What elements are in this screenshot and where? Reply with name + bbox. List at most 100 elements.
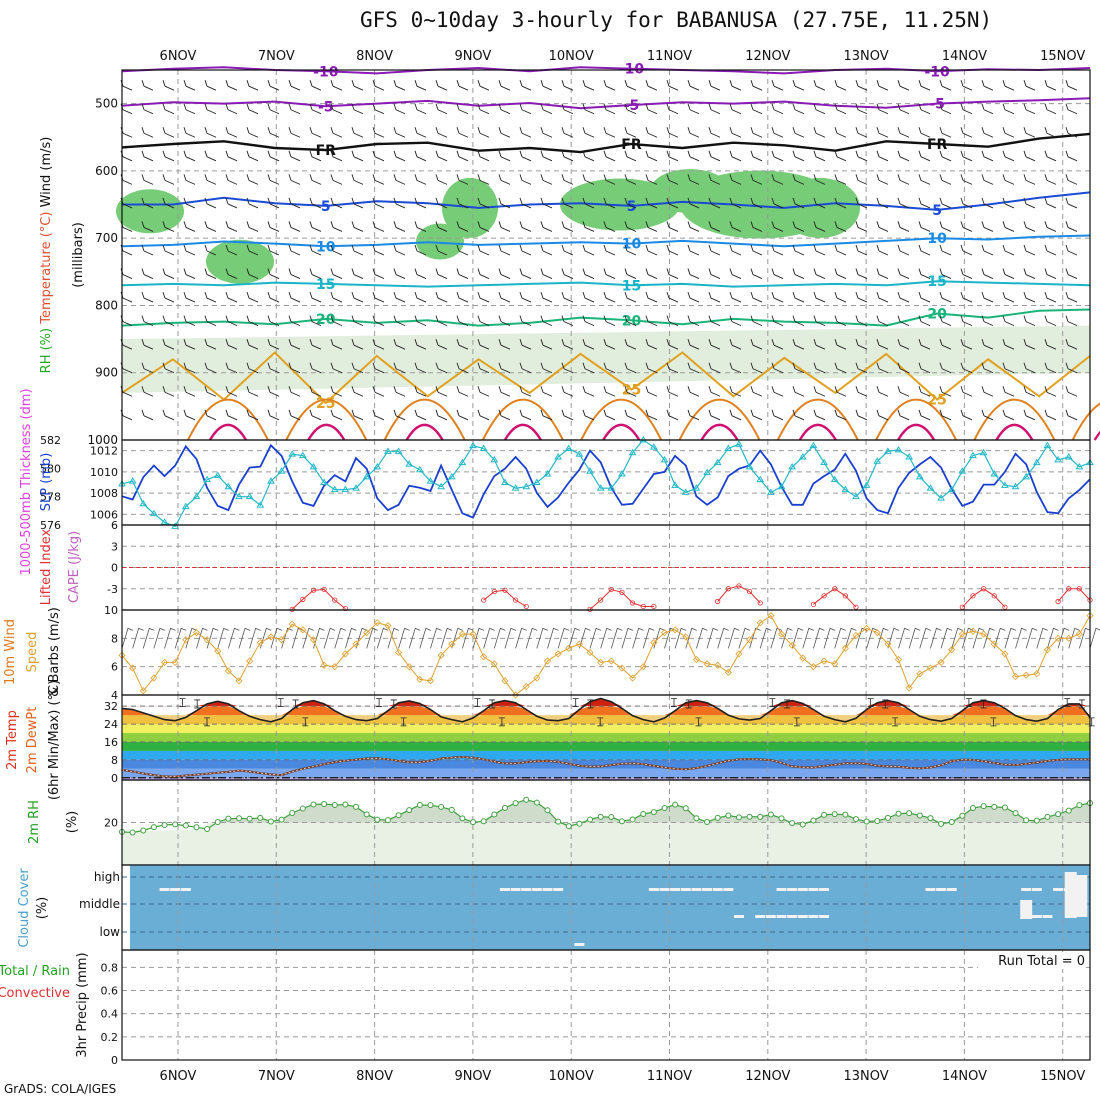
wind-barb	[918, 291, 931, 303]
wind-barb	[498, 221, 511, 232]
wind-barb	[855, 127, 868, 138]
wind-barb	[351, 339, 364, 350]
rh-point	[459, 815, 466, 822]
wind-barb	[1044, 103, 1057, 115]
li-point	[991, 593, 997, 599]
wind-barb	[456, 315, 469, 327]
wind-barb	[897, 291, 910, 303]
cloud-cell-high	[521, 888, 532, 891]
wind-barb	[666, 315, 679, 327]
wind-barb	[183, 221, 196, 232]
wind-barb	[435, 291, 448, 303]
wind-barb	[183, 127, 196, 138]
rh-point	[416, 801, 423, 808]
wind-barb	[162, 315, 175, 327]
rh-point	[321, 800, 328, 807]
wind-barb	[456, 80, 469, 91]
wind-barb	[981, 150, 994, 162]
wind-barb	[393, 221, 406, 232]
rh-point	[544, 807, 551, 814]
wind-barb	[267, 221, 280, 232]
wind-barb	[372, 103, 385, 115]
wind-speed-point	[224, 667, 232, 675]
wind-barb	[204, 103, 217, 115]
wind-barb	[540, 150, 553, 162]
wind-barb	[729, 174, 742, 185]
li-point	[342, 605, 348, 612]
wind-barb	[918, 103, 931, 115]
ylabel-part: 3hr Precip (mm)	[75, 952, 90, 1057]
wind-barb	[1065, 409, 1078, 421]
wind-barb	[918, 362, 931, 374]
wind-barb	[1002, 386, 1015, 397]
wind-barb	[876, 339, 889, 350]
isotherm-label: 15	[927, 274, 946, 290]
wind-barb	[918, 80, 931, 91]
isotherm-surface-hot	[700, 423, 739, 441]
wind-barb	[645, 362, 658, 374]
wind-barb	[939, 244, 952, 256]
wind-barb-10m	[749, 627, 761, 649]
wind-speed-point	[894, 656, 903, 664]
wind-speed-point	[809, 663, 817, 671]
rh-point	[363, 811, 370, 818]
wind-barb-10m	[1089, 627, 1100, 649]
thickness-point	[469, 441, 477, 449]
wind-barb	[750, 127, 763, 138]
ytick-label: 6	[111, 661, 118, 674]
wind-barb	[498, 268, 511, 279]
rh-high-area	[116, 189, 184, 234]
wind-speed-point	[426, 677, 435, 685]
thickness-point	[298, 451, 307, 459]
wind-barb	[519, 386, 532, 397]
thickness-point	[915, 472, 924, 480]
wind-barb	[477, 409, 490, 421]
cloud-cell-high	[946, 888, 957, 891]
thickness-point	[394, 447, 403, 454]
wind-barb	[729, 244, 742, 256]
time-label-top: 6NOV	[160, 49, 197, 64]
wind-barb	[960, 268, 973, 279]
wind-barb-10m	[238, 627, 251, 649]
isotherm-label: 20	[927, 307, 947, 323]
wind-barb	[813, 103, 826, 115]
rh-point	[523, 796, 530, 803]
wind-barb	[435, 362, 448, 374]
wind-barb	[456, 291, 469, 303]
wind-barb	[225, 103, 238, 115]
rh-point	[204, 825, 211, 832]
wind-barb	[1002, 409, 1015, 421]
wind-barb	[267, 103, 280, 115]
wind-barb	[897, 174, 910, 185]
wind-barb	[813, 386, 826, 397]
wind-barb-10m	[802, 627, 814, 649]
wind-barb	[603, 174, 616, 185]
thickness-point	[522, 482, 531, 490]
wind-barb	[141, 386, 154, 397]
wind-barb-10m	[983, 627, 995, 649]
wind-barb	[498, 315, 511, 327]
thickness-point	[564, 444, 573, 451]
wind-barb	[162, 150, 175, 162]
wind-barb	[519, 150, 532, 162]
wind-barb	[792, 80, 805, 91]
wind-barb	[708, 339, 721, 350]
wind-barb	[582, 80, 595, 91]
wind-barb	[267, 127, 280, 138]
thickness-point	[586, 467, 594, 474]
li-point	[1002, 604, 1008, 610]
wind-barb	[141, 103, 154, 115]
wind-barb	[624, 386, 637, 397]
li-point	[1055, 598, 1061, 605]
wind-speed-point	[277, 636, 286, 644]
wind-speed-point	[926, 664, 935, 672]
wind-speed-point	[1011, 673, 1020, 681]
wind-barb	[372, 197, 385, 209]
time-label-top: 10NOV	[549, 49, 594, 64]
wind-barb	[918, 268, 931, 279]
cloud-cell-middle	[755, 915, 766, 918]
rh-fill	[122, 799, 1090, 823]
wind-barb	[624, 409, 637, 421]
isotherm-2	[121, 132, 1091, 154]
wind-barb	[960, 409, 973, 421]
